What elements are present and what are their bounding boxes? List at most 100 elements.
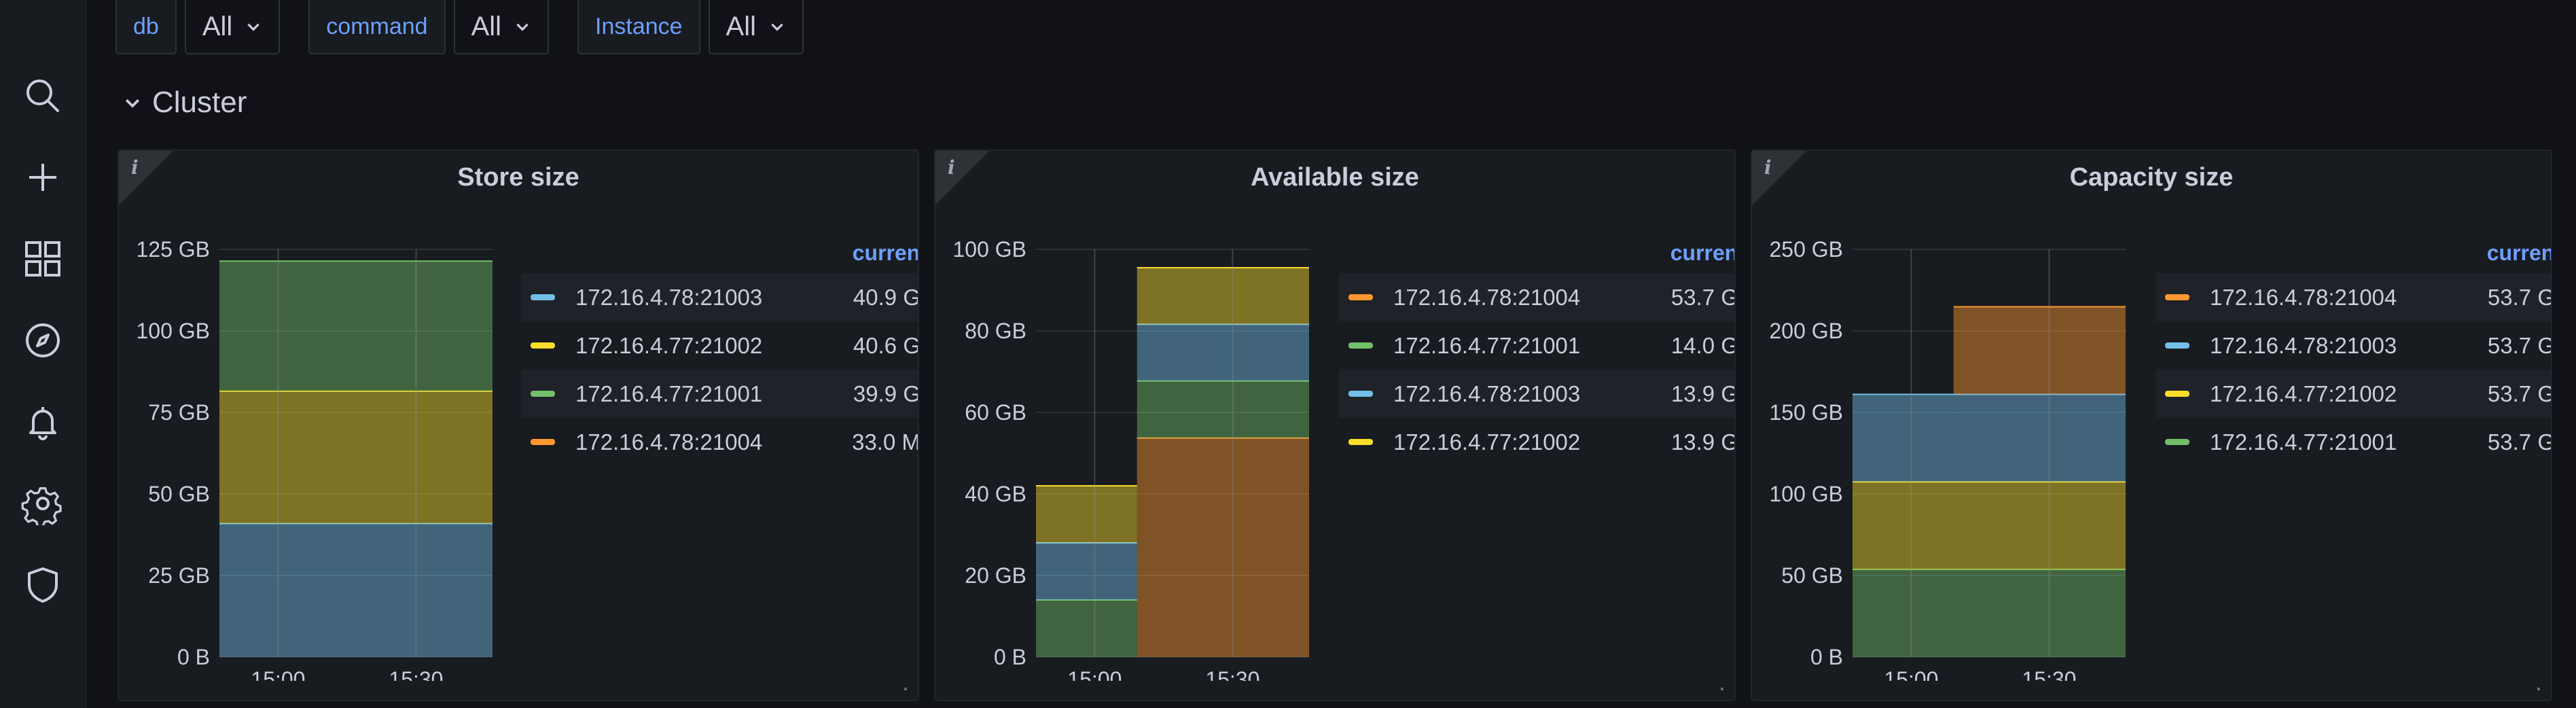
legend-sort-current[interactable]: current: [2155, 232, 2551, 273]
chart-store-size: 0 B 25 GB 50 GB 75 GB 100 GB 125 GB 15:00 15:30: [136, 237, 493, 681]
variable-label-command: command: [308, 0, 446, 54]
legend-current-value: 14.0 GB: [1670, 332, 1734, 358]
legend-item[interactable]: 172.16.4.78:21004 33.0 MB: [521, 418, 918, 466]
panel-info-corner[interactable]: [119, 151, 173, 205]
chart-capacity-size: 0 B 50 GB 100 GB 150 GB 200 GB 250 GB 15:00 15:…: [1769, 237, 2126, 681]
legend-sort-current[interactable]: current: [521, 232, 919, 273]
legend-series-name: 172.16.4.78:21003: [575, 284, 763, 310]
y-tick-label: 60 GB: [965, 400, 1026, 425]
info-icon[interactable]: i: [948, 156, 955, 179]
legend-item[interactable]: 172.16.4.77:21002 40.6 GB: [521, 321, 918, 370]
variable-select-db[interactable]: All: [184, 0, 281, 54]
dashboards-icon[interactable]: [10, 226, 76, 292]
y-tick-label: 200 GB: [1769, 319, 1843, 343]
variable-select-command[interactable]: All: [453, 0, 550, 54]
legend-current-value: 39.9 GB: [853, 380, 919, 406]
legend-swatch: [531, 391, 555, 397]
y-tick-label: 100 GB: [136, 319, 210, 343]
info-icon[interactable]: i: [131, 156, 139, 179]
variable-label-instance: Instance: [577, 0, 700, 54]
gear-icon[interactable]: [10, 470, 76, 537]
legend-current-value: 13.9 GB: [1670, 429, 1734, 455]
legend-item[interactable]: 172.16.4.77:21002 53.7 GB: [2155, 370, 2551, 418]
chevron-down-icon: [125, 99, 140, 108]
info-icon[interactable]: i: [1764, 156, 1772, 179]
panel-info-corner[interactable]: [935, 151, 990, 205]
panel-info-corner[interactable]: [1752, 151, 1806, 205]
y-tick-label: 50 GB: [148, 482, 210, 506]
legend-swatch: [531, 342, 555, 349]
area-172-16-4-78-21003: [219, 523, 493, 657]
legend-item[interactable]: 172.16.4.78:21003 40.9 GB: [521, 273, 919, 321]
area-172-16-4-77-21001: [1853, 569, 1954, 657]
panel-resize-handle[interactable]: [2537, 688, 2540, 690]
panel-resize-handle[interactable]: [904, 688, 907, 690]
x-tick-label: 15:00: [251, 667, 305, 681]
row-title: Cluster: [152, 86, 247, 119]
area-172-16-4-77-21002: [219, 391, 493, 524]
x-tick-label: 15:30: [389, 667, 443, 681]
legend-swatch: [1348, 294, 1373, 300]
area-172-16-4-77-21002: [1953, 482, 2126, 570]
panel-capacity-size: i Capacity size 0 B 50 GB 100 GB 150 GB 200 GB…: [1751, 149, 2552, 701]
legend-swatch: [1348, 342, 1373, 349]
variable-value: All: [202, 11, 233, 41]
legend-column-label: current: [1670, 240, 1734, 265]
legend-swatch: [531, 294, 555, 300]
chevron-down-icon: [516, 23, 529, 31]
legend-item[interactable]: 172.16.4.77:21001 53.7 GB: [2155, 418, 2551, 466]
y-tick-label: 100 GB: [952, 237, 1026, 262]
variable-value: All: [471, 11, 502, 41]
legend-series-name: 172.16.4.78:21004: [2210, 284, 2397, 310]
plus-icon[interactable]: [10, 144, 76, 211]
legend-current-value: 53.7 GB: [2487, 380, 2551, 406]
legend-swatch: [2165, 391, 2189, 397]
legend-series-name: 172.16.4.77:21001: [1393, 332, 1581, 358]
legend-current-value: 53.7 GB: [2487, 284, 2551, 310]
shield-icon[interactable]: [10, 552, 76, 618]
legend-rows: 172.16.4.78:21004 53.7 GB 172.16.4.77:2100…: [1339, 273, 1734, 466]
chart-available-size: 0 B 20 GB 40 GB 60 GB 80 GB 100 GB 15:00 15:30: [952, 237, 1309, 681]
legend-item[interactable]: 172.16.4.78:21004 53.7 GB: [2155, 273, 2551, 321]
y-tick-label: 75 GB: [148, 400, 210, 425]
variable-label-db: db: [115, 0, 177, 54]
panel-available-size: i Available size 0 B 20 GB 40 GB 60 GB 80 GB 10…: [934, 149, 1736, 701]
compass-icon[interactable]: [10, 307, 76, 374]
y-tick-label: 50 GB: [1781, 563, 1843, 588]
legend-item[interactable]: 172.16.4.77:21002 13.9 GB: [1339, 418, 1734, 466]
legend-swatch: [531, 439, 555, 445]
search-icon[interactable]: [10, 63, 76, 129]
legend-swatch: [1348, 391, 1373, 397]
legend-sort-current[interactable]: current: [1339, 232, 1734, 273]
legend-series-name: 172.16.4.77:21001: [575, 380, 763, 406]
area-172-16-4-78-21003: [1036, 543, 1137, 600]
legend-column-label: current: [2486, 240, 2551, 265]
legend-item[interactable]: 172.16.4.78:21004 53.7 GB: [1339, 273, 1734, 321]
panel-title[interactable]: Store size: [457, 163, 579, 192]
chevron-down-icon: [771, 23, 783, 31]
legend-series-name: 172.16.4.77:21002: [1393, 429, 1581, 455]
x-tick-label: 15:30: [2022, 667, 2076, 681]
y-tick-label: 0 B: [177, 645, 210, 669]
panel-title[interactable]: Capacity size: [2069, 163, 2234, 192]
legend-series-name: 172.16.4.77:21001: [2210, 429, 2397, 455]
y-tick-label: 25 GB: [148, 563, 210, 588]
legend-column-label: current: [852, 240, 919, 265]
legend-current-value: 40.9 GB: [853, 284, 919, 310]
panel-title[interactable]: Available size: [1251, 163, 1419, 192]
area-172-16-4-77-21002: [1853, 482, 1954, 570]
legend-series-name: 172.16.4.78:21004: [575, 429, 763, 455]
panel-resize-handle[interactable]: [1721, 688, 1723, 690]
row-header-cluster[interactable]: Cluster: [122, 86, 247, 120]
legend-series-name: 172.16.4.77:21002: [575, 332, 763, 358]
legend-item[interactable]: 172.16.4.78:21003 53.7 GB: [2155, 321, 2551, 370]
legend-item[interactable]: 172.16.4.77:21001 14.0 GB: [1339, 321, 1734, 370]
legend-swatch: [2165, 294, 2189, 300]
legend-item[interactable]: 172.16.4.78:21003 13.9 GB: [1339, 370, 1734, 418]
x-tick-label: 15:30: [1205, 667, 1259, 681]
bell-icon[interactable]: [10, 389, 76, 455]
variable-select-instance[interactable]: All: [708, 0, 804, 54]
legend-item[interactable]: 172.16.4.77:21001 39.9 GB: [521, 370, 919, 418]
area-172-16-4-78-21003: [1137, 324, 1309, 381]
